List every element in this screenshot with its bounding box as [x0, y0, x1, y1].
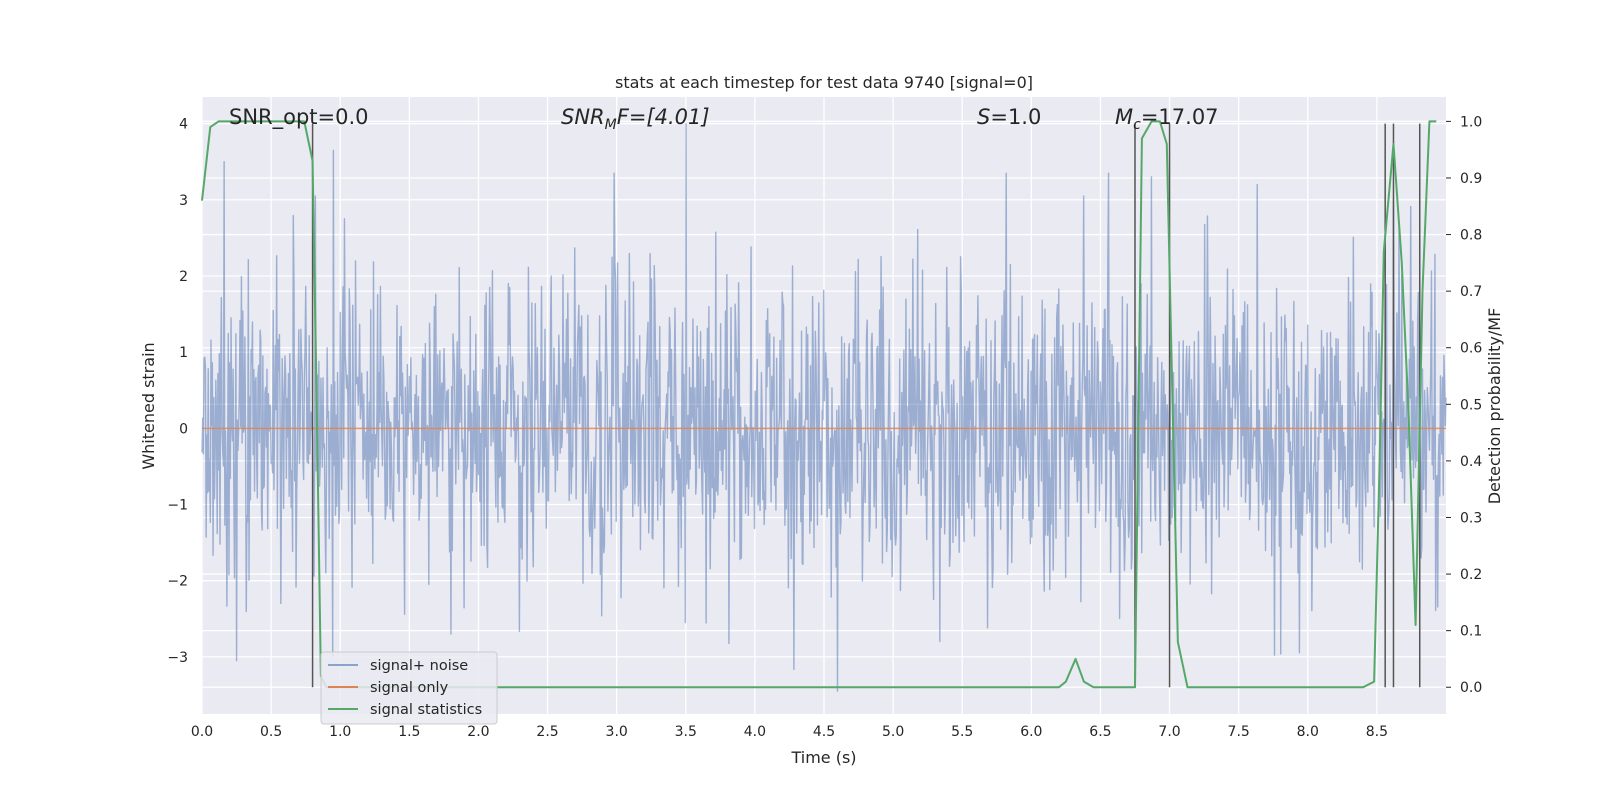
x-tick-label: 6.5	[1089, 724, 1111, 740]
x-tick-label: 5.5	[951, 724, 973, 740]
signal-statistics-series	[201, 120, 1437, 689]
y-tick-label-right: 0.6	[1460, 341, 1482, 357]
signal-noise-trace	[201, 122, 1447, 692]
x-tick-label: 7.5	[1228, 724, 1250, 740]
y-tick-label-right: 0.7	[1460, 284, 1482, 300]
x-tick-label: 4.5	[813, 724, 835, 740]
y-tick-label-left: −2	[167, 574, 188, 590]
y-tick-label-left: 1	[179, 345, 188, 361]
x-tick-label: 7.0	[1158, 724, 1180, 740]
chart-title: stats at each timestep for test data 974…	[615, 73, 1033, 92]
annotation-mc-value: =17.07	[1141, 105, 1219, 129]
x-tick-label: 8.0	[1297, 724, 1319, 740]
x-axis-ticks: 0.0 0.5 1.0 1.5 2.0 2.5 3.0 3.5 4.0 4.5 5.0 5.5 6.0 6…	[191, 724, 1388, 740]
y-tick-label-left: 2	[179, 269, 188, 285]
x-tick-label: 6.0	[1020, 724, 1042, 740]
x-axis-label: Time (s)	[790, 748, 856, 767]
y-tick-label-left: −1	[167, 498, 188, 514]
legend: signal+ noise signal only signal statist…	[320, 651, 498, 725]
y-tick-label-left: 0	[179, 421, 188, 437]
legend-box	[320, 651, 498, 725]
y-axis-right-label: Detection probability/MF	[1485, 308, 1504, 505]
x-tick-label: 1.5	[398, 724, 420, 740]
y-tick-label-right: 0.3	[1460, 510, 1482, 526]
y-tick-label-right: 1.0	[1460, 114, 1482, 130]
y-axis-label: Whitened strain	[139, 342, 158, 469]
annotation-snr-mf-rest: F=[4.01]	[617, 105, 710, 129]
annotation-s-value: =1.0	[990, 105, 1041, 129]
legend-label-signal-noise: signal+ noise	[370, 658, 468, 674]
y-tick-label-right: 0.2	[1460, 567, 1482, 583]
y-tick-label-right: 0.4	[1460, 454, 1482, 470]
annotation-mc-sub: c	[1133, 117, 1141, 133]
x-tick-label: 0.5	[260, 724, 282, 740]
x-tick-label: 1.0	[329, 724, 351, 740]
y-tick-label-left: 3	[179, 193, 188, 209]
y-tick-label-left: −3	[167, 650, 188, 666]
annotation-snr-mf-sub: M	[605, 117, 617, 133]
y-tick-label-right: 0.5	[1460, 397, 1482, 413]
y-axis-left-ticks: −3 −2 −1 0 1 2 3 4	[167, 117, 188, 666]
legend-label-signal-only: signal only	[370, 680, 449, 696]
y-tick-label-left: 4	[179, 117, 188, 133]
x-tick-label: 2.0	[467, 724, 489, 740]
y-tick-label-right: 0.1	[1460, 624, 1482, 640]
x-tick-label: 8.5	[1366, 724, 1388, 740]
y-tick-label-right: 0.9	[1460, 171, 1482, 187]
annotation-snr-mf: SNRMF=[4.01]	[561, 105, 710, 133]
annotation-s: S=1.0	[977, 105, 1041, 129]
y-tick-label-right: 0.8	[1460, 228, 1482, 244]
x-tick-label: 0.0	[191, 724, 213, 740]
annotation-mc-sym: M	[1115, 105, 1133, 129]
x-tick-label: 4.0	[744, 724, 766, 740]
annotation-mc: Mc=17.07	[1115, 105, 1219, 133]
x-tick-label: 5.0	[882, 724, 904, 740]
x-tick-label: 2.5	[536, 724, 558, 740]
annotation-snr-opt: SNR_opt=0.0	[229, 105, 369, 130]
signal-noise-series	[201, 122, 1447, 692]
annotation-s-sym: S	[977, 105, 990, 129]
legend-label-signal-statistics: signal statistics	[370, 702, 482, 718]
x-tick-label: 3.5	[675, 724, 697, 740]
y-tick-label-right: 0.0	[1460, 680, 1482, 696]
x-tick-label: 3.0	[606, 724, 628, 740]
y-axis-right-ticks: 0.0 0.1 0.2 0.3 0.4 0.5 0.6 0.7 0.8 0.9 1.0	[1446, 114, 1482, 696]
annotation-snr-mf-base: SNR	[561, 105, 605, 129]
